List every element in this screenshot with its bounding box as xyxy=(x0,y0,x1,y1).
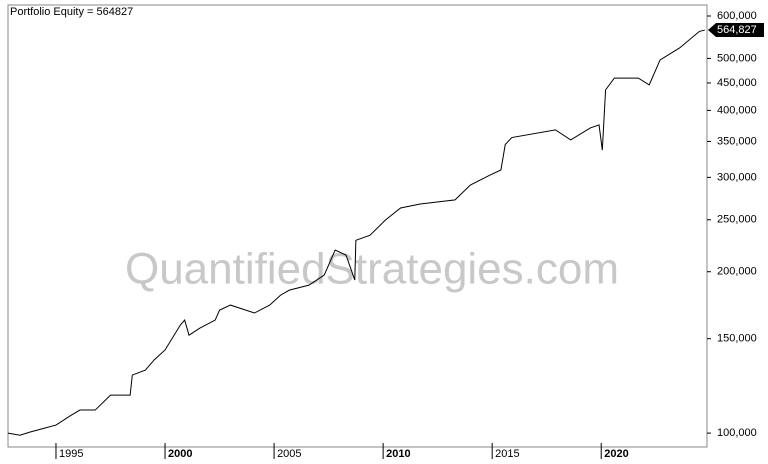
x-tick-label: 2015 xyxy=(495,448,519,460)
y-tick-label: 300,000 xyxy=(717,171,757,183)
y-tick-label: 450,000 xyxy=(717,77,757,89)
y-tick-label: 250,000 xyxy=(717,214,757,226)
x-tick-label: 2020 xyxy=(604,448,628,460)
plot-frame xyxy=(7,4,708,448)
watermark: QuantifiedStrategies.com xyxy=(125,245,619,294)
y-tick-label: 100,000 xyxy=(717,427,757,439)
last-value-badge xyxy=(708,23,764,38)
x-tick-label: 2010 xyxy=(386,448,410,460)
y-tick-label: 150,000 xyxy=(717,333,757,345)
last-value-label: 564,827 xyxy=(717,24,757,36)
x-tick-label: 1995 xyxy=(59,448,83,460)
y-tick-label: 400,000 xyxy=(717,104,757,116)
y-tick-label: 200,000 xyxy=(717,266,757,278)
x-tick-label: 2000 xyxy=(168,448,192,460)
chart-title: Portfolio Equity = 564827 xyxy=(10,6,133,18)
y-tick-label: 600,000 xyxy=(717,10,757,22)
y-tick-label: 350,000 xyxy=(717,135,757,147)
y-tick-label: 500,000 xyxy=(717,52,757,64)
equity-line xyxy=(7,29,705,436)
x-tick-label: 2005 xyxy=(277,448,301,460)
